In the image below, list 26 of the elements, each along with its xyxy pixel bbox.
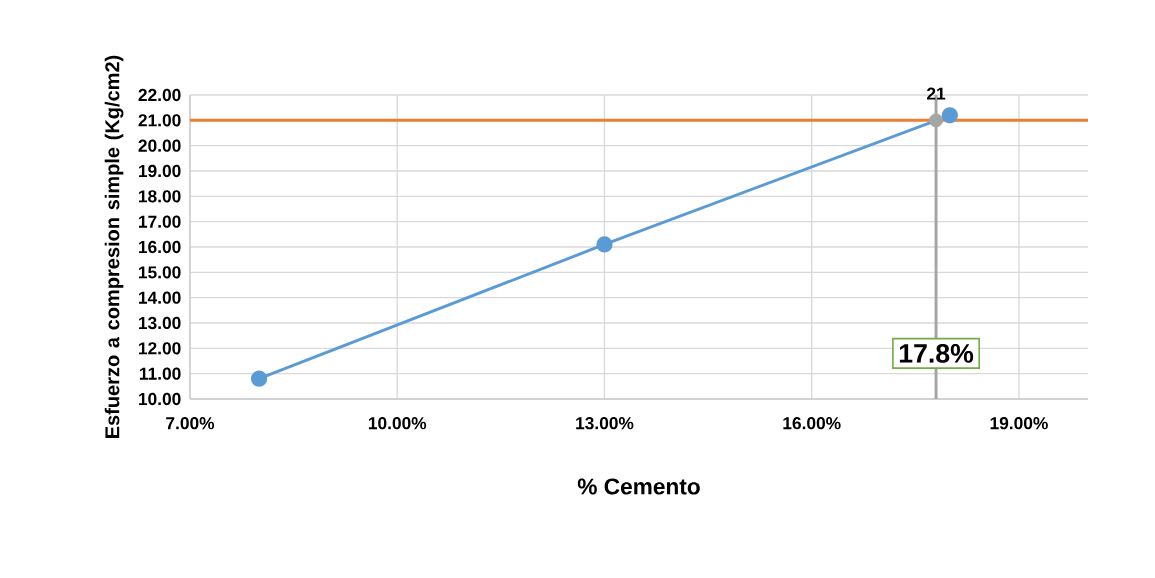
point [941,107,958,124]
y-tick-label: 19.00 [139,164,181,178]
x-tick-label: 10.00% [368,417,427,430]
y-tick-label: 12.00 [139,342,181,355]
y-tick-label: 21.00 [138,114,181,127]
y-tick-label: 13.00 [139,316,181,330]
x-axis-title: % Cemento [577,478,700,495]
y-tick-label: 18.00 [139,190,181,203]
x-tick-label: 16.00% [783,417,841,430]
y-tick-label: 22.00 [138,88,181,102]
x-tick-label: 7.00% [166,417,215,430]
data-label: 21 [927,87,946,100]
y-tick-label: 15.00 [139,266,181,279]
y-tick-label: 14.00 [139,291,181,304]
x-tick-label: 19.00% [990,417,1048,430]
y-axis-title: Esfuerzo a compresion simple (Kg/cm2) [104,55,124,438]
y-tick-label: 20.00 [138,139,181,152]
point [250,370,268,387]
y-tick-label: 10.00 [139,392,181,406]
ref-line-label: 17.8% [899,343,974,363]
y-tick-label: 17.00 [139,215,181,228]
point [929,113,943,128]
y-tick-label: 11.00 [139,367,181,380]
point [596,236,613,253]
x-tick-label: 13.00% [576,417,634,430]
y-tick-label: 16.00 [139,240,181,254]
